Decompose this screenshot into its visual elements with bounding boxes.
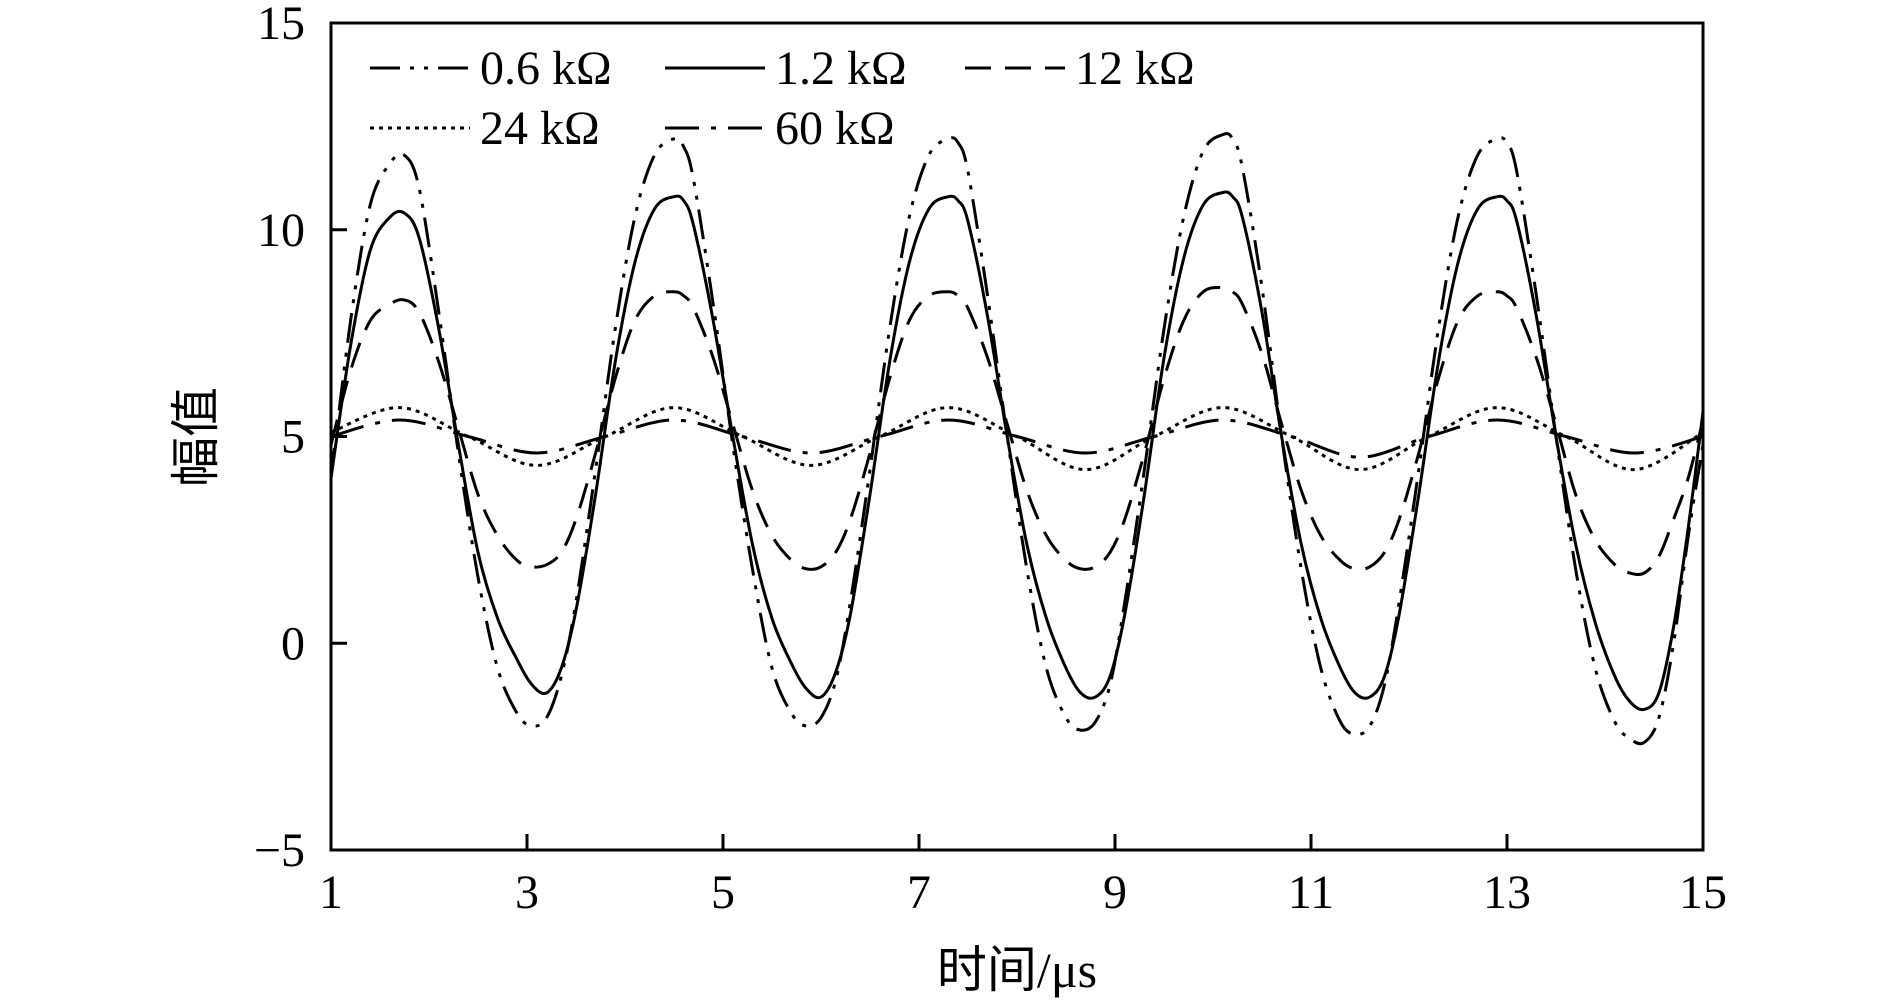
legend-label-3: 12 kΩ [1075, 42, 1195, 95]
legend-label-5: 60 kΩ [775, 102, 895, 155]
x-tick-label: 3 [515, 866, 539, 919]
y-tick-label: 0 [281, 617, 305, 670]
series-line-3 [331, 285, 1703, 577]
y-tick-label: −5 [254, 824, 305, 877]
x-tick-label: 1 [319, 866, 343, 919]
legend: 0.6 kΩ 1.2 kΩ 12 kΩ 24 kΩ 60 kΩ [370, 42, 1195, 155]
x-axis-label: 时间/μs [937, 942, 1097, 998]
series-line-2 [331, 190, 1703, 712]
legend-label-1: 0.6 kΩ [480, 42, 612, 95]
x-tick-label: 9 [1103, 866, 1127, 919]
x-tick-label: 5 [711, 866, 735, 919]
legend-label-2: 1.2 kΩ [775, 42, 907, 95]
y-tick-label: 5 [281, 411, 305, 464]
series-line-1 [331, 132, 1703, 746]
x-tick-label: 7 [907, 866, 931, 919]
y-axis-label: 幅值 [168, 387, 224, 487]
y-tick-label: 10 [257, 204, 305, 257]
x-tick-label: 11 [1288, 866, 1334, 919]
legend-label-4: 24 kΩ [480, 102, 600, 155]
series-line-5 [331, 418, 1703, 459]
x-tick-label: 13 [1483, 866, 1531, 919]
x-tick-label: 15 [1679, 866, 1727, 919]
y-tick-label: 15 [257, 0, 305, 50]
series-layer [331, 132, 1703, 746]
